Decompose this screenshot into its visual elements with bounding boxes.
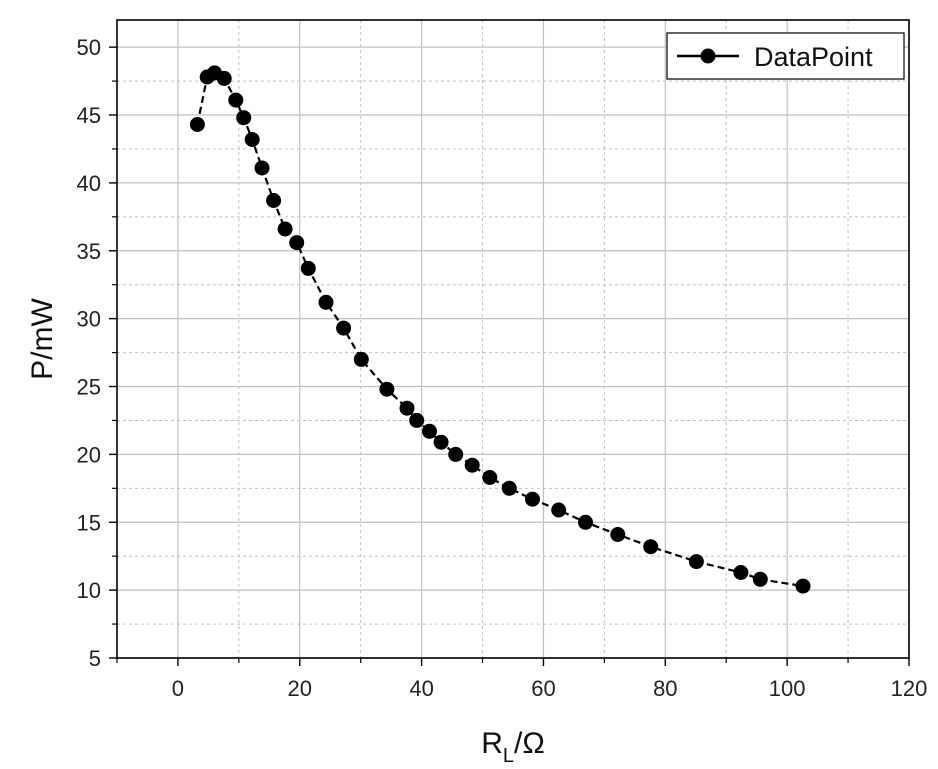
grid-lines	[116, 20, 910, 659]
data-point	[464, 457, 480, 473]
x-tick-label: 80	[653, 676, 677, 701]
x-tick-label: 120	[891, 676, 928, 701]
y-tick-label: 50	[77, 35, 101, 60]
x-tick-labels: 0 20 40 60 80 100 120	[172, 676, 928, 701]
y-tick-label: 25	[77, 375, 101, 400]
minor-ticks	[112, 80, 849, 663]
plot-frame	[116, 19, 910, 659]
data-point	[353, 351, 369, 367]
data-point	[795, 578, 811, 594]
x-axis-title: RL/Ω	[481, 727, 545, 767]
x-axis-title-suffix: /Ω	[514, 727, 545, 760]
data-point	[448, 446, 464, 462]
data-point	[409, 412, 425, 428]
y-tick-label: 45	[77, 103, 101, 128]
legend-marker-sample	[700, 48, 716, 64]
data-point	[525, 491, 540, 507]
data-point	[433, 434, 449, 450]
data-point	[643, 539, 659, 555]
data-point	[266, 193, 282, 208]
x-axis-title-main: R	[481, 727, 503, 760]
data-point	[578, 514, 593, 530]
legend-label: DataPoint	[754, 42, 873, 72]
major-ticks	[109, 46, 910, 666]
x-tick-label: 20	[288, 676, 312, 701]
x-tick-label: 0	[172, 676, 184, 701]
data-point	[189, 117, 205, 132]
data-point	[752, 571, 768, 587]
data-point	[228, 92, 244, 108]
data-point	[610, 527, 626, 542]
data-point	[318, 294, 334, 310]
legend: DataPoint	[666, 32, 905, 80]
data-point	[688, 554, 704, 570]
y-axis-title: P/mW	[26, 297, 59, 379]
data-point	[244, 132, 260, 147]
x-tick-label: 100	[769, 676, 806, 701]
data-point	[551, 502, 567, 518]
y-tick-label: 20	[77, 442, 101, 467]
y-tick-label: 5	[89, 646, 101, 671]
y-tick-label: 35	[77, 239, 101, 264]
data-point	[236, 110, 252, 126]
y-tick-label: 10	[77, 578, 101, 603]
y-tick-labels: 5 10 15 20 25 30 35 40 45 50	[77, 35, 101, 671]
data-point	[216, 70, 232, 86]
y-tick-label: 15	[77, 510, 101, 535]
data-point	[422, 423, 437, 439]
y-tick-label: 40	[77, 171, 101, 196]
x-axis-title-subscript: L	[503, 745, 514, 767]
data-point	[336, 320, 352, 336]
series-line	[196, 71, 804, 588]
data-point	[300, 260, 316, 276]
data-point	[501, 480, 517, 496]
x-tick-label: 60	[531, 676, 555, 701]
data-point	[733, 565, 749, 580]
series-datapoint	[189, 65, 811, 594]
data-point	[289, 235, 305, 251]
data-point	[379, 381, 395, 397]
data-point	[482, 470, 498, 485]
data-point	[277, 221, 293, 237]
x-tick-label: 40	[409, 676, 433, 701]
y-tick-label: 30	[77, 307, 101, 332]
data-point	[254, 160, 270, 176]
data-point	[399, 400, 415, 416]
